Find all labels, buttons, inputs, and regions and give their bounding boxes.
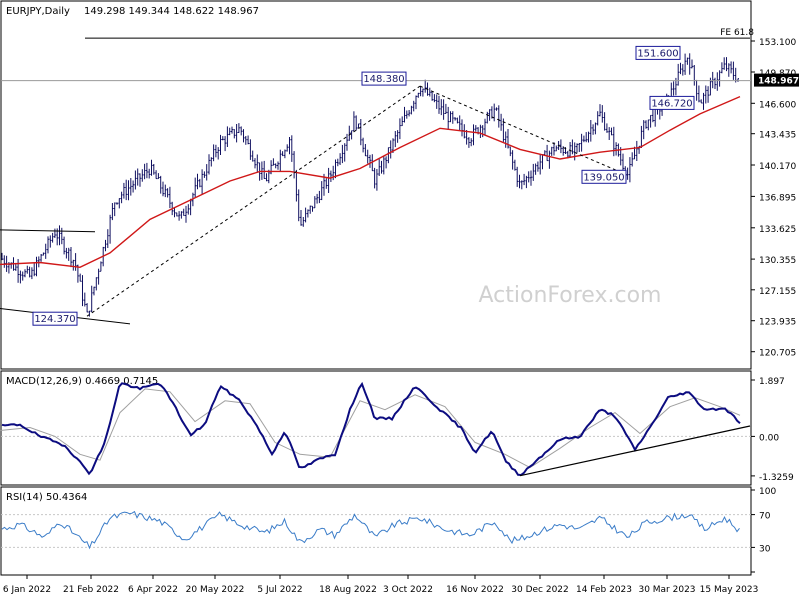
price-annotation-box: [361, 71, 407, 86]
price-layer: 148.380 124.370 139.050 151.600 146.720 FE 61…: [0, 28, 754, 326]
x-axis-label: 14 Feb 2023: [576, 585, 632, 595]
price-annotation-box: [581, 169, 627, 184]
price-axis-label: 136.895: [759, 193, 796, 203]
axis-layer: 153.100149.870146.600143.435140.170136.8…: [3, 38, 799, 595]
price-axis-label: 146.600: [759, 100, 796, 110]
rsi-panel-frame: [0, 486, 752, 576]
macd-panel-frame: [0, 370, 752, 486]
rsi-layer: [1, 510, 751, 550]
current-price-label: 148.967: [758, 77, 799, 87]
price-axis-label: 140.170: [759, 162, 796, 172]
price-axis-label: 143.435: [759, 131, 796, 141]
dashed-trend-line: [419, 85, 629, 176]
macd-line: [1, 381, 741, 477]
price-axis-label: 123.935: [759, 318, 796, 328]
rsi-axis-label: 30: [759, 544, 771, 554]
dashed-trend-line: [86, 85, 421, 317]
rsi-title: RSI(14) 50.4364: [6, 492, 87, 503]
price-axis-label: 153.100: [759, 38, 796, 48]
fe-label: FE 61.8: [720, 28, 754, 38]
symbol-label: EURJPY,Daily: [6, 6, 70, 17]
price-axis-label: 127.155: [759, 287, 796, 297]
x-axis-label: 30 Mar 2023: [638, 585, 695, 595]
price-annotation-box: [635, 45, 681, 60]
x-axis-label: 6 Apr 2022: [128, 585, 178, 595]
rsi-axis-label: 70: [759, 512, 771, 522]
watermark: ActionForex.com: [479, 283, 662, 308]
macd-signal-line: [0, 388, 741, 469]
macd-trend-line: [519, 425, 751, 477]
ohlc-label: 149.298 149.344 148.622 148.967: [84, 6, 259, 17]
macd-layer: [0, 381, 751, 477]
moving-average-line: [0, 95, 741, 269]
current-price-tag: [754, 73, 799, 87]
x-axis-label: 30 Dec 2022: [511, 585, 569, 595]
price-axis-label: 130.355: [759, 256, 796, 266]
price-annotation-box: [32, 311, 78, 326]
rsi-line: [1, 510, 740, 550]
trend-line: [0, 229, 96, 233]
macd-axis-label: 1.897: [759, 377, 785, 387]
price-axis-label: 120.705: [759, 349, 796, 359]
x-axis-label: 21 Feb 2022: [63, 585, 119, 595]
macd-axis-label: 0.00: [759, 433, 779, 443]
price-annotation-label: 139.050: [583, 172, 624, 183]
price-annotation-box: [649, 95, 695, 110]
price-annotation-label: 124.370: [34, 314, 75, 325]
macd-axis-label: -1.3259: [759, 473, 794, 483]
x-axis-label: 18 Aug 2022: [319, 585, 377, 595]
price-annotation-label: 151.600: [637, 48, 678, 59]
macd-title: MACD(12,26,9) 0.4669 0.7145: [6, 376, 158, 387]
x-axis-label: 3 Oct 2022: [383, 585, 433, 595]
price-panel-frame: [0, 0, 752, 370]
rsi-axis-label: 100: [759, 487, 776, 497]
x-axis-label: 6 Jan 2022: [3, 585, 51, 595]
x-axis-label: 16 Nov 2022: [446, 585, 504, 595]
x-axis-label: 15 May 2023: [700, 585, 759, 595]
price-annotation-label: 146.720: [651, 98, 692, 109]
x-axis-label: 5 Jul 2022: [257, 585, 302, 595]
price-annotation-label: 148.380: [363, 74, 404, 85]
x-axis-label: 20 May 2022: [186, 585, 245, 595]
price-axis-label: 133.625: [759, 225, 796, 235]
